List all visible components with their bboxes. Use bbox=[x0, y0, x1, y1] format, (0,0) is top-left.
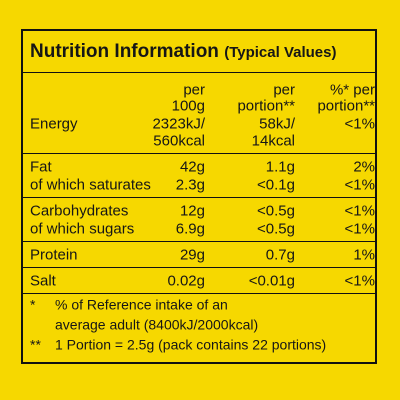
nutrient-label: Fat bbox=[30, 158, 52, 176]
nutrient-label: Carbohydrates bbox=[30, 202, 129, 220]
nutrient-value: 42g bbox=[179, 158, 205, 176]
nutrient-value: 58kJ/ bbox=[259, 115, 295, 133]
nutrient-value: 29g bbox=[179, 246, 205, 264]
divider bbox=[21, 72, 377, 73]
divider bbox=[21, 293, 377, 294]
divider bbox=[21, 241, 377, 242]
nutrient-label: Salt bbox=[30, 272, 56, 290]
nutrient-value: 0.02g bbox=[167, 272, 205, 290]
nutrient-value: 12g bbox=[179, 202, 205, 220]
nutrient-value: 2323kJ/ bbox=[152, 115, 205, 133]
nutrient-label: of which sugars bbox=[30, 220, 135, 238]
nutrient-value: <0.5g bbox=[257, 220, 295, 238]
nutrient-label: Protein bbox=[30, 246, 78, 264]
nutrient-value: <1% bbox=[344, 220, 375, 238]
nutrient-value: 6.9g bbox=[175, 220, 205, 238]
nutrient-value: 2.3g bbox=[175, 176, 205, 194]
title-line: Nutrition Information (Typical Values) bbox=[30, 41, 337, 62]
nutrient-value: <0.1g bbox=[257, 176, 295, 194]
divider bbox=[21, 197, 377, 198]
title: Nutrition Information bbox=[30, 41, 219, 62]
nutrient-value: 0.7g bbox=[265, 246, 295, 264]
footnote-text: average adult (8400kJ/2000kcal) bbox=[55, 316, 259, 333]
nutrient-value: 1.1g bbox=[265, 158, 295, 176]
nutrient-value: <1% bbox=[344, 115, 375, 133]
nutrient-value: 560kcal bbox=[153, 132, 205, 150]
nutrient-value: <1% bbox=[344, 202, 375, 220]
footnote-text: % of Reference intake of an bbox=[55, 296, 228, 313]
footnote-mark: ** bbox=[30, 336, 41, 353]
label-border bbox=[21, 29, 377, 364]
nutrient-value: 14kcal bbox=[251, 132, 295, 150]
footnote-text: 1 Portion = 2.5g (pack contains 22 porti… bbox=[55, 336, 327, 353]
divider bbox=[21, 267, 377, 268]
nutrient-value: 1% bbox=[353, 246, 375, 264]
column-header: %* per bbox=[329, 81, 375, 99]
nutrient-label: Energy bbox=[30, 115, 78, 133]
nutrient-value: <0.5g bbox=[257, 202, 295, 220]
footnote-mark: * bbox=[30, 296, 36, 313]
column-header: portion** bbox=[237, 97, 295, 115]
nutrient-label: of which saturates bbox=[30, 176, 151, 194]
nutrient-value: 2% bbox=[353, 158, 375, 176]
column-header: portion** bbox=[317, 97, 375, 115]
column-header: per bbox=[183, 81, 205, 99]
nutrient-value: <1% bbox=[344, 176, 375, 194]
nutrient-value: <1% bbox=[344, 272, 375, 290]
column-header: per bbox=[273, 81, 295, 99]
nutrient-value: <0.01g bbox=[248, 272, 295, 290]
divider bbox=[21, 153, 377, 154]
column-header: 100g bbox=[171, 97, 205, 115]
subtitle: (Typical Values) bbox=[224, 44, 337, 61]
